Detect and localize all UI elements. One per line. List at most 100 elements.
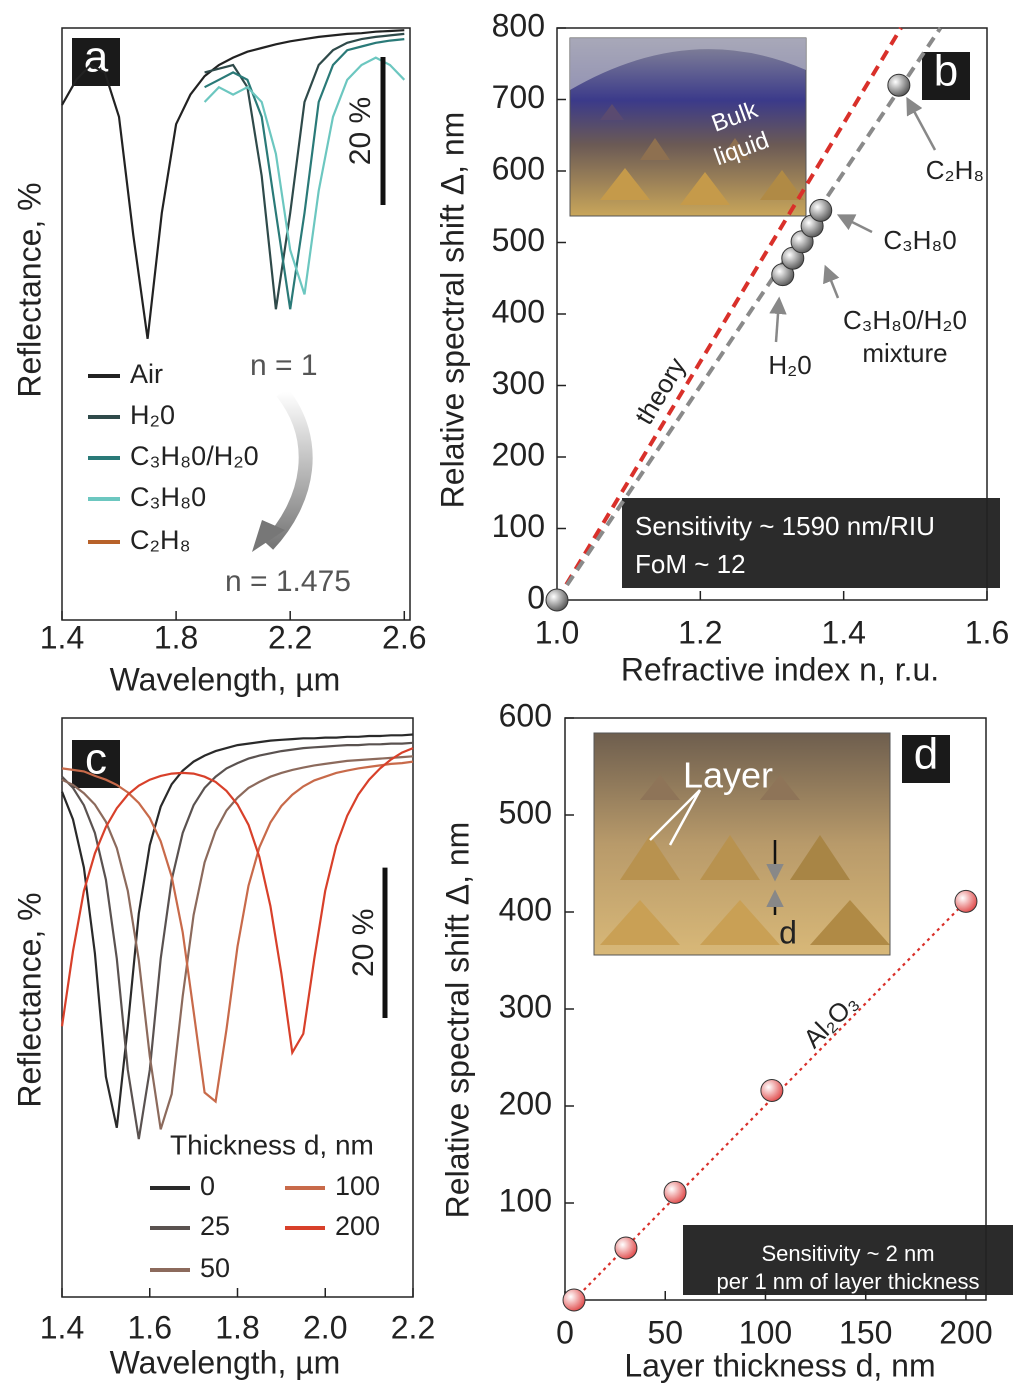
x-tick-label: 1.8	[215, 1309, 259, 1345]
series-label: Al₂O₃	[797, 987, 863, 1053]
series-line	[204, 38, 405, 310]
x-tick-label: 1.4	[40, 1309, 84, 1345]
inset-image	[593, 732, 891, 956]
annotation: mixture	[862, 338, 947, 368]
annotation: Sensitivity ~ 1590 nm/RIU	[635, 511, 935, 541]
annotation: per 1 nm of layer thickness	[717, 1269, 980, 1294]
x-tick-label: 0	[556, 1314, 574, 1350]
series-line	[60, 747, 414, 1056]
y-tick-label: 800	[492, 7, 545, 43]
y-tick-label: 700	[492, 79, 545, 115]
x-tick-label: 2.2	[391, 1309, 435, 1345]
annotation: n = 1	[250, 349, 318, 382]
annotation: FoM ~ 12	[635, 549, 746, 579]
y-tick-label: 400	[492, 293, 545, 329]
scale-bar-label: 20 %	[347, 909, 380, 977]
legend-label: 0	[200, 1171, 215, 1201]
data-point	[760, 1078, 784, 1102]
x-tick-label: 2.0	[303, 1309, 347, 1345]
panel-label: b	[934, 47, 958, 96]
data-point	[809, 198, 833, 222]
series-line	[573, 900, 967, 1301]
y-tick-label: 100	[499, 1182, 552, 1218]
panel-label: d	[914, 730, 938, 779]
plot-frame	[61, 27, 411, 621]
x-axis-label: Refractive index n, r.u.	[621, 651, 939, 687]
inset-image	[569, 37, 807, 217]
legend-label: 25	[200, 1211, 230, 1241]
series-line	[60, 733, 414, 1129]
y-tick-label: 100	[492, 508, 545, 544]
panel-label-box	[72, 740, 120, 788]
y-tick-label: 600	[492, 150, 545, 186]
y-tick-label: 500	[499, 794, 552, 830]
x-tick-label: 1.0	[535, 614, 579, 650]
scale-bar-label: 20 %	[344, 97, 377, 165]
series-line	[61, 760, 414, 1104]
y-axis-label: Reflectance, %	[11, 892, 47, 1107]
y-tick-label: 200	[499, 1085, 552, 1121]
y-tick-label: 600	[499, 697, 552, 733]
y-tick-label: 400	[499, 891, 552, 927]
panel-label-box	[922, 52, 970, 100]
legend-label: C₃H₈0	[130, 482, 206, 512]
arrow-head	[252, 520, 285, 552]
series-line	[555, 26, 943, 602]
annotation: Layer	[683, 755, 773, 796]
y-tick-label: 0	[527, 579, 545, 615]
series-line	[204, 32, 405, 310]
series-line	[61, 29, 405, 339]
gradient-arrow	[262, 387, 313, 550]
data-point	[562, 1288, 586, 1312]
legend-label: 50	[200, 1253, 230, 1283]
x-tick-label: 2.2	[268, 619, 312, 655]
info-box	[622, 498, 1000, 588]
y-tick-label: 300	[499, 988, 552, 1024]
legend-label: 200	[335, 1211, 380, 1241]
y-axis-label: Relative spectral shift Δ, nm	[434, 112, 470, 509]
x-tick-label: 1.6	[128, 1309, 172, 1345]
legend-label: Air	[130, 359, 163, 389]
x-tick-label: 1.2	[678, 614, 722, 650]
panel-label-box	[902, 735, 950, 783]
annotation: H₂0	[768, 350, 811, 380]
series-line	[203, 56, 406, 295]
annotation: C₃H₈0	[883, 225, 956, 255]
data-point	[545, 588, 569, 612]
legend-label: C₂H₈	[130, 525, 191, 555]
y-axis-label: Reflectance, %	[11, 182, 47, 397]
pointer-arrows	[769, 96, 937, 343]
panel-label: c	[85, 735, 107, 784]
series-line	[555, 26, 903, 602]
y-tick-label: 300	[492, 365, 545, 401]
x-tick-label: 1.4	[821, 614, 865, 650]
series-line	[61, 741, 414, 1140]
data-point	[954, 889, 978, 913]
data-point	[614, 1236, 638, 1260]
x-tick-label: 1.4	[40, 619, 84, 655]
annotation: Sensitivity ~ 2 nm	[761, 1241, 934, 1266]
annotation: Thickness d, nm	[170, 1129, 374, 1160]
x-axis-label: Wavelength, µm	[110, 1344, 341, 1380]
x-tick-label: 1.8	[154, 619, 198, 655]
annotation: C₃H₈0/H₂0	[843, 305, 967, 335]
annotation: C₂H₈	[926, 155, 984, 185]
y-axis-label: Relative spectral shift Δ, nm	[439, 822, 475, 1219]
x-axis-label: Wavelength, µm	[110, 661, 341, 697]
x-tick-label: 150	[839, 1314, 892, 1350]
info-box	[683, 1225, 1013, 1295]
data-point	[887, 73, 911, 97]
x-tick-label: 2.6	[382, 619, 426, 655]
y-tick-label: 500	[492, 222, 545, 258]
legend-label: C₃H₈0/H₂0	[130, 441, 259, 471]
x-tick-label: 1.6	[965, 614, 1009, 650]
x-tick-label: 100	[739, 1314, 792, 1350]
annotation: n = 1.475	[225, 565, 351, 598]
panel-label-box	[72, 38, 120, 86]
x-tick-label: 200	[939, 1314, 992, 1350]
legend-label: 100	[335, 1171, 380, 1201]
annotation: d	[779, 914, 797, 950]
data-point	[663, 1180, 687, 1204]
y-tick-label: 200	[492, 436, 545, 472]
